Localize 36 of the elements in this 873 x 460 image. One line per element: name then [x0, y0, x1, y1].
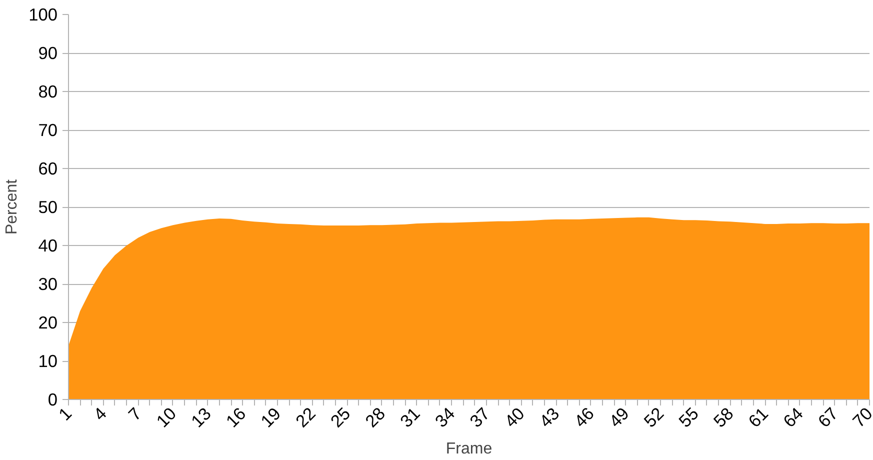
y-tick-label: 60: [38, 158, 58, 178]
x-axis-title: Frame: [446, 440, 492, 458]
x-tick-label: 46: [570, 403, 598, 432]
x-tick-label: 7: [124, 403, 146, 424]
y-tick-label: 10: [38, 351, 58, 371]
x-tick-label: 49: [605, 403, 633, 432]
x-tick-label: 67: [814, 403, 842, 432]
x-tick-label: 70: [848, 403, 873, 432]
x-tick-label: 58: [709, 403, 738, 432]
x-tick-label: 25: [326, 403, 354, 432]
x-tick-label: 37: [466, 403, 494, 432]
x-tick-label: 31: [396, 403, 424, 432]
x-tick-label: 13: [187, 403, 215, 432]
x-tick-label: 64: [779, 403, 808, 432]
x-tick-label: 55: [674, 403, 702, 432]
y-tick-label: 20: [38, 312, 58, 332]
y-tick-label: 40: [38, 236, 58, 256]
x-tick-label: 34: [430, 403, 459, 432]
y-tick-label: 80: [38, 82, 58, 102]
y-axis-title: Percent: [4, 178, 21, 235]
x-tick-label: 40: [500, 403, 528, 432]
x-tick-label: 28: [361, 403, 390, 432]
x-tick-label: 19: [256, 403, 285, 432]
y-tick-label: 70: [38, 120, 58, 140]
x-tick-label: 52: [640, 403, 668, 432]
y-tick-label: 90: [38, 43, 58, 63]
x-tick-label: 61: [744, 403, 772, 432]
y-tick-label: 100: [28, 4, 58, 24]
x-tick-label: 10: [152, 403, 180, 432]
y-tick-label: 50: [38, 197, 58, 217]
x-tick-label: 43: [535, 403, 564, 432]
y-tick-label: 0: [48, 390, 58, 410]
x-tick-label: 22: [292, 403, 320, 432]
x-tick-label: 4: [89, 403, 111, 424]
x-tick-label: 16: [222, 403, 250, 432]
y-tick-label: 30: [38, 274, 58, 294]
